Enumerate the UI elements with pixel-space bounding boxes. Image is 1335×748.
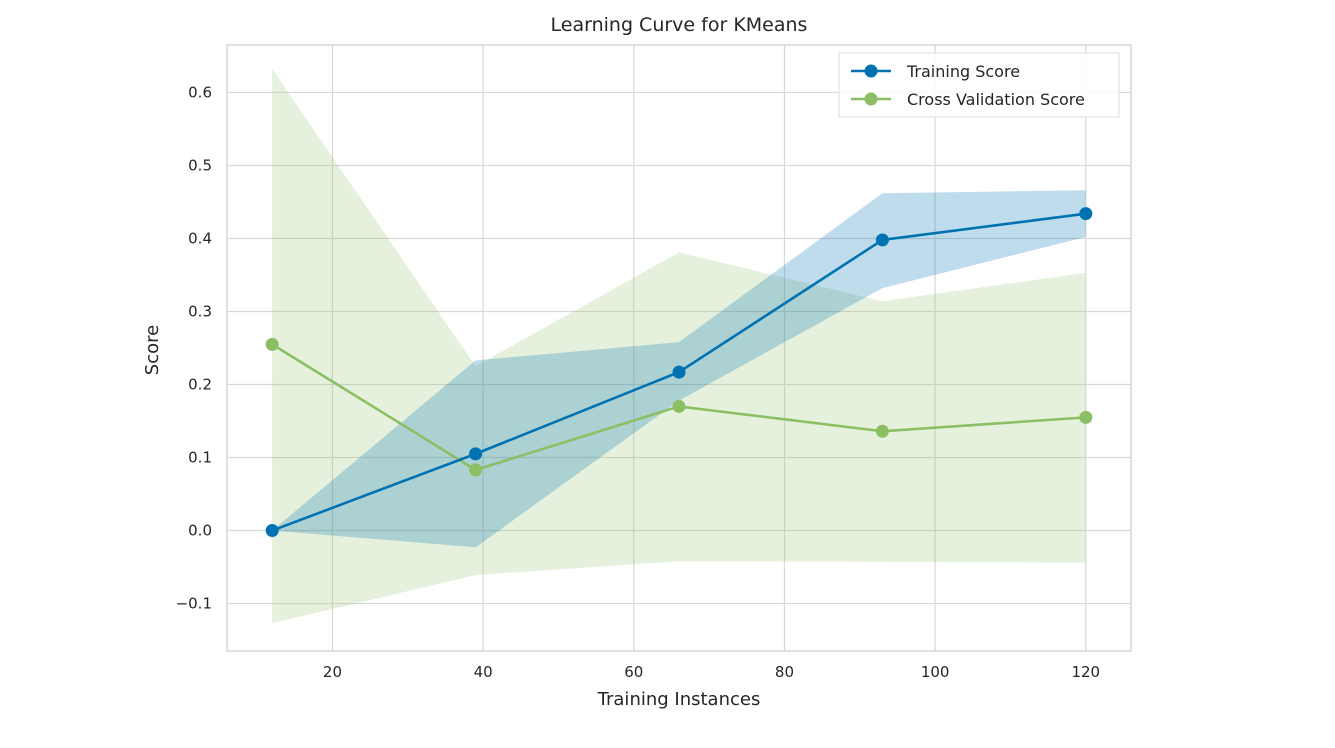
legend-label: Training Score xyxy=(906,62,1020,81)
grid-lines xyxy=(227,45,1131,651)
cross-validation-score-point xyxy=(265,337,279,351)
y-tick-label: 0.4 xyxy=(188,229,212,247)
cross-validation-score-point xyxy=(672,399,686,413)
training-score-point xyxy=(1079,207,1093,221)
x-tick-label: 120 xyxy=(1071,663,1100,681)
legend-marker xyxy=(864,92,878,106)
y-tick-label: 0.3 xyxy=(188,302,212,320)
x-tick-label: 60 xyxy=(624,663,643,681)
y-tick-label: 0.5 xyxy=(188,156,212,174)
y-tick-label: −0.1 xyxy=(176,595,212,613)
y-tick-labels: −0.1 0.0 0.1 0.2 0.3 0.4 0.5 0.6 xyxy=(176,83,212,612)
x-tick-label: 80 xyxy=(775,663,794,681)
plot-background xyxy=(227,45,1131,651)
legend: Training Score Cross Validation Score xyxy=(838,52,1120,118)
y-tick-label: 0.0 xyxy=(188,522,212,540)
training-score-point xyxy=(672,365,686,379)
training-score-point xyxy=(265,524,279,538)
x-tick-label: 100 xyxy=(921,663,950,681)
legend-label: Cross Validation Score xyxy=(907,90,1085,109)
training-score-point xyxy=(469,447,483,461)
legend-marker xyxy=(864,64,878,78)
plot-frame xyxy=(226,44,1132,652)
training-score-point xyxy=(875,233,889,247)
cross-validation-score-point xyxy=(1079,410,1093,424)
x-axis-label: Training Instances xyxy=(597,689,761,710)
cross-validation-score-band xyxy=(272,69,1086,624)
y-tick-label: 0.2 xyxy=(188,376,212,394)
cross-validation-score-point xyxy=(875,424,889,438)
cross-validation-score-point xyxy=(469,463,483,477)
x-tick-label: 20 xyxy=(323,663,342,681)
y-tick-label: 0.6 xyxy=(188,83,212,101)
x-tick-label: 40 xyxy=(474,663,493,681)
y-axis-label: Score xyxy=(142,325,163,375)
series-points xyxy=(265,207,1093,538)
legend-box xyxy=(838,52,1120,118)
chart-title: Learning Curve for KMeans xyxy=(551,14,808,36)
y-tick-label: 0.1 xyxy=(188,449,212,467)
x-tick-labels: 20 40 60 80 100 120 xyxy=(323,663,1100,681)
